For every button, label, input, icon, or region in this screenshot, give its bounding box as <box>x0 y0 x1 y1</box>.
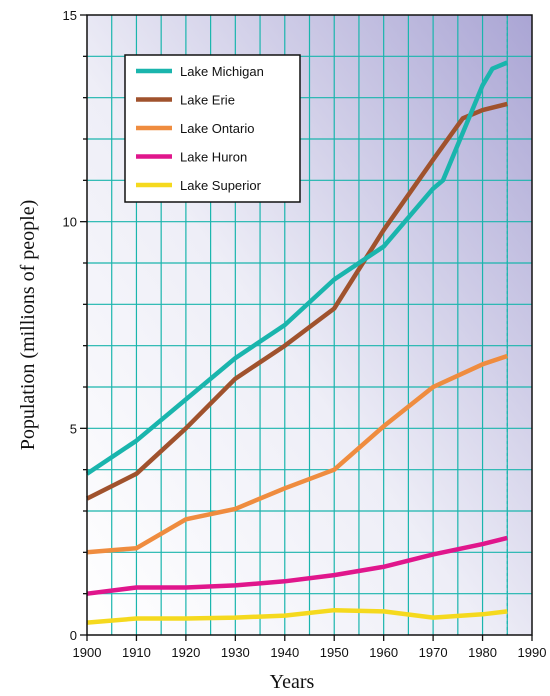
y-tick-label: 5 <box>70 421 77 436</box>
series-line-lake-michigan <box>85 60 509 476</box>
series-line-lake-superior <box>86 607 508 625</box>
x-tick-label: 1900 <box>73 645 102 660</box>
x-tick-label: 1990 <box>518 645 547 660</box>
y-tick-label: 10 <box>63 215 77 230</box>
x-tick-labels: 1900 1910 1920 1930 1940 1950 1960 1970 1980 1990 <box>73 645 547 660</box>
series-line-lake-huron <box>86 535 508 596</box>
legend-label: Lake Michigan <box>180 64 264 79</box>
x-axis-title: Years <box>270 671 315 693</box>
y-axis-title: Population (millions of people) <box>17 200 39 451</box>
legend-label: Lake Ontario <box>180 121 254 136</box>
legend: Lake Michigan Lake Erie Lake Ontario Lake H… <box>124 54 301 203</box>
x-tick-label: 1960 <box>369 645 398 660</box>
y-tick-labels: 0 5 10 15 <box>63 8 77 643</box>
series-layer <box>85 60 509 625</box>
tick-marks <box>80 14 533 641</box>
plot-frame <box>86 14 533 636</box>
legend-label: Lake Superior <box>180 178 262 193</box>
x-tick-label: 1940 <box>270 645 299 660</box>
x-tick-label: 1970 <box>419 645 448 660</box>
legend-box <box>124 54 301 203</box>
legend-label: Lake Erie <box>180 93 235 108</box>
series-line-lake-ontario <box>86 353 509 555</box>
x-tick-label: 1980 <box>468 645 497 660</box>
x-tick-label: 1910 <box>122 645 151 660</box>
y-tick-label: 0 <box>70 628 77 643</box>
y-tick-label: 15 <box>63 8 77 23</box>
legend-label: Lake Huron <box>180 150 247 165</box>
x-tick-label: 1920 <box>171 645 200 660</box>
x-tick-label: 1930 <box>221 645 250 660</box>
x-tick-label: 1950 <box>320 645 349 660</box>
